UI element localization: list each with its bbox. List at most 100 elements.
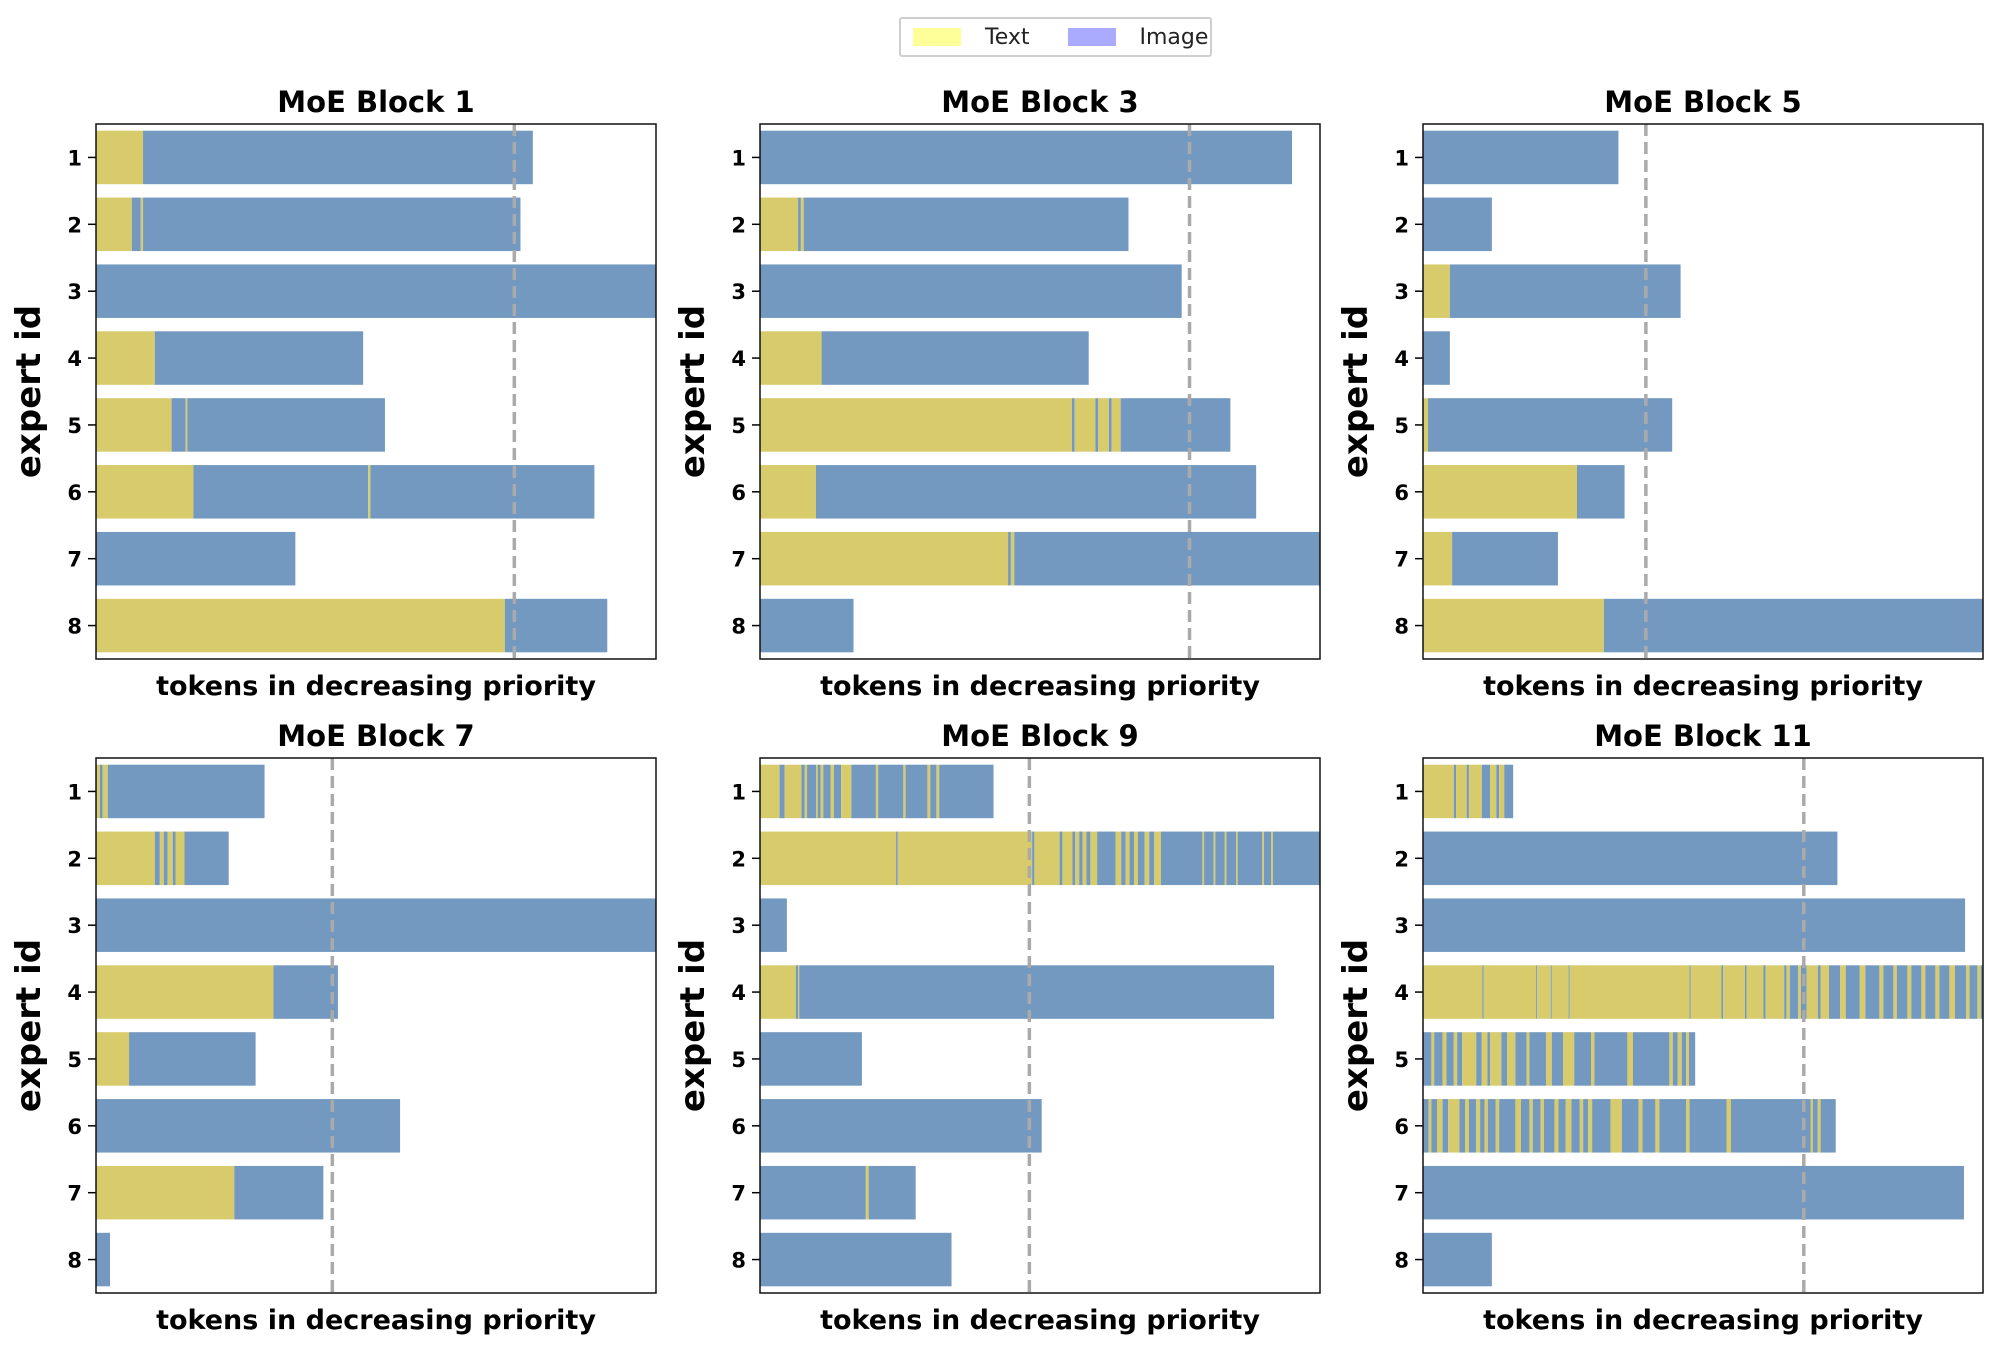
- panel-3: 1 2 3 4 5 6 7 8 MoE Block 5 tokens in decreasing …: [1336, 85, 1984, 702]
- y-tick-label: 5: [1394, 1048, 1409, 1072]
- bar-segment-text: [1810, 1099, 1813, 1153]
- expert-bar: [1423, 264, 1681, 318]
- expert-bar: [96, 764, 265, 819]
- bar-segment-image: [1745, 965, 1747, 1019]
- bar-segment-image: [154, 331, 364, 385]
- bar-segment-image: [1423, 197, 1492, 252]
- y-tick-label: 8: [67, 615, 82, 639]
- bar-segment-text: [1723, 965, 1745, 1019]
- y-tick-label: 5: [731, 1048, 746, 1072]
- bar-segment-image: [1431, 1099, 1437, 1153]
- bar-segment-image: [823, 764, 831, 819]
- y-tick-label: 5: [67, 1048, 82, 1072]
- y-tick-label: 3: [1394, 280, 1409, 304]
- bar-segment-image: [1550, 965, 1552, 1019]
- y-tick-label: 4: [1394, 347, 1409, 371]
- legend-swatch-text: [913, 28, 961, 46]
- bar-segment-text: [1655, 1099, 1660, 1153]
- expert-bar: [1423, 764, 1514, 819]
- bar-segment-image: [817, 764, 821, 819]
- bar-segment-image: [1603, 598, 1983, 653]
- bar-segment-text: [903, 764, 906, 819]
- expert-bar: [760, 197, 1129, 252]
- y-axis-label: expert id: [673, 305, 713, 478]
- bar-segment-text: [1977, 965, 1981, 1019]
- bar-segment-image: [1423, 1032, 1432, 1086]
- bar-segment-image: [99, 764, 103, 819]
- bar-segment-text: [1806, 965, 1818, 1019]
- bar-segment-image: [1423, 130, 1619, 185]
- expert-bar: [1423, 1165, 1964, 1220]
- expert-bar: [96, 965, 338, 1019]
- bar-segment-image: [171, 398, 186, 452]
- bar-segment-text: [927, 764, 931, 819]
- axes-frame: [95, 123, 657, 660]
- bar-segment-image: [807, 764, 816, 819]
- bar-segment-image: [1423, 1099, 1429, 1153]
- bar-segment-text: [798, 965, 800, 1019]
- bar-segment-text: [830, 764, 834, 819]
- y-tick-label: 7: [67, 1182, 82, 1206]
- bar-segment-image: [1121, 831, 1126, 886]
- bar-segment-text: [1074, 398, 1096, 452]
- bar-segment-text: [1262, 831, 1264, 886]
- x-axis-label: tokens in decreasing priority: [156, 671, 596, 702]
- bar-segment-text: [1271, 831, 1273, 886]
- y-tick-label: 3: [67, 914, 82, 938]
- bar-segment-text: [1490, 1032, 1502, 1086]
- bar-segment-image: [129, 1032, 256, 1086]
- bar-segment-image: [1568, 965, 1570, 1019]
- bar-segment-image: [1468, 1099, 1477, 1153]
- bar-segment-image: [760, 1032, 862, 1086]
- bar-segment-text: [96, 965, 274, 1019]
- y-tick-label: 2: [731, 213, 746, 237]
- bar-segment-image: [1536, 965, 1538, 1019]
- y-tick-label: 8: [1394, 1249, 1409, 1273]
- bar-segment-image: [1583, 1099, 1589, 1153]
- bar-segment-text: [1456, 764, 1467, 819]
- y-tick-label: 1: [1394, 146, 1409, 170]
- bar-segment-image: [1138, 831, 1145, 886]
- expert-bar: [96, 264, 656, 318]
- bar-segment-text: [1462, 1032, 1477, 1086]
- y-axis-label: expert id: [9, 305, 49, 478]
- bar-segment-image: [1883, 965, 1894, 1019]
- bar-segment-image: [1504, 764, 1514, 819]
- bar-segment-text: [1111, 398, 1121, 452]
- bar-segment-text: [1569, 965, 1690, 1019]
- y-tick-label: 6: [67, 1115, 82, 1139]
- bar-segment-text: [1610, 1099, 1622, 1153]
- bar-segment-text: [784, 764, 802, 819]
- bar-segment-image: [1423, 898, 1966, 952]
- bar-segment-text: [1062, 831, 1073, 886]
- panel-title: MoE Block 3: [941, 85, 1138, 119]
- bar-segment-image: [184, 831, 229, 886]
- bar-segment-image: [1423, 331, 1450, 385]
- axes-frame: [1422, 757, 1984, 1294]
- bar-segment-text: [1236, 831, 1238, 886]
- bar-segment-text: [185, 398, 188, 452]
- bar-segment-text: [1090, 831, 1098, 886]
- expert-bar: [760, 465, 1257, 519]
- legend-item-image: Image: [1056, 25, 1208, 50]
- bar-segment-image: [878, 764, 904, 819]
- bar-segment-text: [1476, 1099, 1481, 1153]
- bar-segment-image: [1457, 1032, 1463, 1086]
- bar-segment-image: [798, 197, 801, 252]
- bar-segment-image: [1592, 1099, 1611, 1153]
- y-tick-label: 4: [731, 347, 746, 371]
- bar-segment-image: [905, 764, 928, 819]
- y-axis-label: expert id: [1336, 305, 1376, 478]
- expert-bar: [96, 1165, 324, 1220]
- bar-segment-image: [799, 965, 1275, 1019]
- bar-segment-text: [1144, 831, 1150, 886]
- bar-segment-text: [760, 197, 799, 252]
- bar-segment-image: [143, 130, 533, 185]
- bar-segment-text: [1423, 764, 1454, 819]
- bar-segment-image: [1681, 1032, 1687, 1086]
- bar-segment-image: [1466, 764, 1469, 819]
- bar-segment-text: [1034, 831, 1060, 886]
- bar-segment-image: [1423, 831, 1838, 886]
- bar-segment-image: [96, 898, 656, 952]
